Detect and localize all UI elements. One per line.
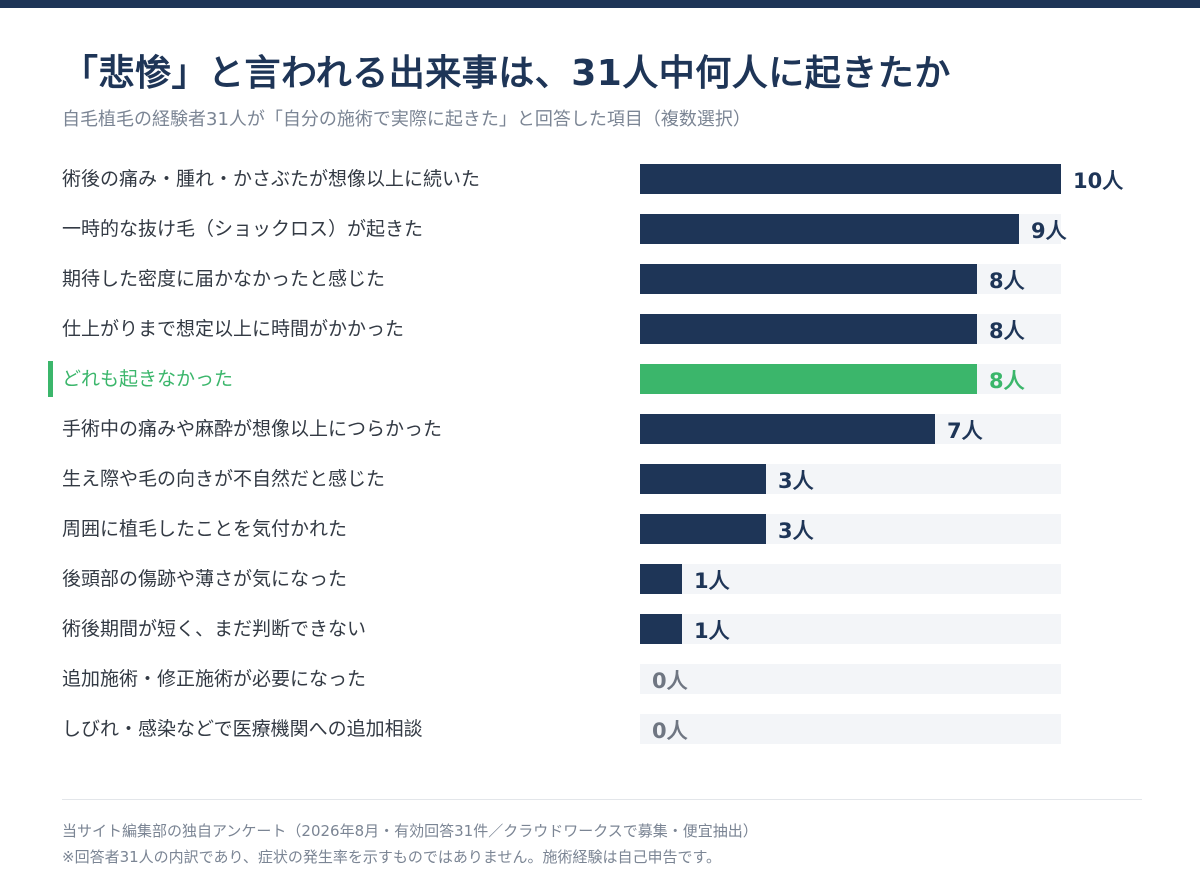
value-label: 3人 (778, 519, 814, 543)
chart-subtitle: 自毛植毛の経験者31人が「自分の施術で実際に起きた」と回答した項目（複数選択） (62, 109, 751, 130)
bar-track (640, 714, 1061, 744)
category-label: 追加施術・修正施術が必要になった (62, 668, 367, 690)
bar-track (640, 214, 1061, 244)
category-label: 手術中の痛みや麻酔が想像以上につらかった (62, 418, 443, 440)
category-label: 仕上がりまで想定以上に時間がかかった (62, 318, 405, 340)
category-label: しびれ・感染などで医療機関への追加相談 (62, 718, 423, 740)
bar-track (640, 164, 1061, 194)
bar (640, 614, 682, 644)
bar-row: 追加施術・修正施術が必要になった 0人 (0, 664, 1200, 694)
bar (640, 514, 766, 544)
footer-divider (62, 799, 1142, 800)
value-label: 3人 (778, 469, 814, 493)
category-label: 術後の痛み・腫れ・かさぶたが想像以上に続いた (62, 168, 481, 190)
value-label: 8人 (989, 369, 1025, 393)
bar-row: 仕上がりまで想定以上に時間がかかった 8人 (0, 314, 1200, 344)
bar-row: 術後の痛み・腫れ・かさぶたが想像以上に続いた 10人 (0, 164, 1200, 194)
bar-row: 後頭部の傷跡や薄さが気になった 1人 (0, 564, 1200, 594)
bar (640, 264, 977, 294)
bar-row: 周囲に植毛したことを気付かれた 3人 (0, 514, 1200, 544)
bar (640, 314, 977, 344)
bar-track (640, 514, 1061, 544)
bar-track (640, 264, 1061, 294)
value-label: 1人 (694, 619, 730, 643)
value-label: 1人 (694, 569, 730, 593)
category-label: 周囲に植毛したことを気付かれた (62, 518, 348, 540)
value-label: 8人 (989, 319, 1025, 343)
bar-row: しびれ・感染などで医療機関への追加相談 0人 (0, 714, 1200, 744)
value-label: 0人 (652, 669, 688, 693)
category-label: 期待した密度に届かなかったと感じた (62, 268, 386, 290)
value-label: 9人 (1031, 219, 1067, 243)
chart-title: 「悲惨」と言われる出来事は、31人中何人に起きたか (62, 53, 951, 94)
disclaimer-note: ※回答者31人の内訳であり、症状の発生率を示すものではありません。施術経験は自己… (62, 848, 721, 866)
bar-track (640, 314, 1061, 344)
category-label: どれも起きなかった (62, 368, 234, 390)
bar-row: 一時的な抜け毛（ショックロス）が起きた 9人 (0, 214, 1200, 244)
bar-row: どれも起きなかった 8人 (0, 361, 1200, 397)
bar (640, 464, 766, 494)
bar (640, 214, 1019, 244)
bar (640, 364, 977, 394)
bar (640, 164, 1061, 194)
highlight-marker (48, 361, 53, 397)
source-note: 当サイト編集部の独自アンケート（2026年8月・有効回答31件／クラウドワークス… (62, 822, 758, 840)
category-label: 術後期間が短く、まだ判断できない (62, 618, 367, 640)
bar-row: 期待した密度に届かなかったと感じた 8人 (0, 264, 1200, 294)
bar-row: 術後期間が短く、まだ判断できない 1人 (0, 614, 1200, 644)
category-label: 生え際や毛の向きが不自然だと感じた (62, 468, 386, 490)
value-label: 8人 (989, 269, 1025, 293)
category-label: 後頭部の傷跡や薄さが気になった (62, 568, 348, 590)
bar-track (640, 414, 1061, 444)
bar-track (640, 364, 1061, 394)
value-label: 7人 (947, 419, 983, 443)
bar (640, 414, 935, 444)
value-label: 10人 (1073, 169, 1124, 193)
bar-track (640, 614, 1061, 644)
top-accent-bar (0, 0, 1200, 8)
bar-row: 生え際や毛の向きが不自然だと感じた 3人 (0, 464, 1200, 494)
category-label: 一時的な抜け毛（ショックロス）が起きた (62, 218, 424, 240)
bar (640, 564, 682, 594)
value-label: 0人 (652, 719, 688, 743)
bar-track (640, 564, 1061, 594)
bar-row: 手術中の痛みや麻酔が想像以上につらかった 7人 (0, 414, 1200, 444)
bar-track (640, 464, 1061, 494)
bar-track (640, 664, 1061, 694)
